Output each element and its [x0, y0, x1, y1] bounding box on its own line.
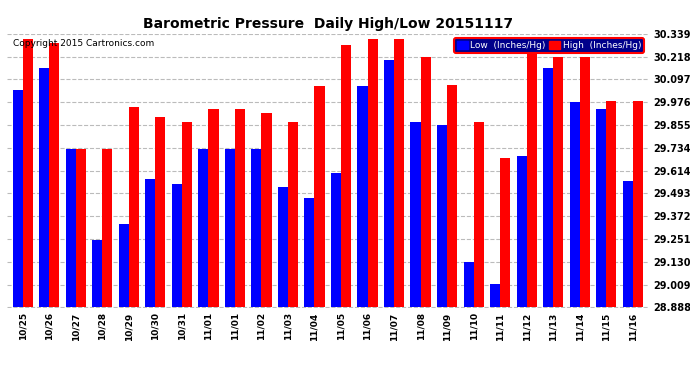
Legend: Low  (Inches/Hg), High  (Inches/Hg): Low (Inches/Hg), High (Inches/Hg)	[454, 38, 644, 53]
Bar	[39, 68, 49, 308]
Bar	[437, 125, 447, 308]
Bar	[208, 109, 219, 307]
Bar	[331, 173, 341, 308]
Bar	[278, 187, 288, 308]
Bar	[262, 113, 272, 308]
Bar	[102, 148, 112, 308]
Bar	[580, 57, 590, 308]
Bar	[622, 181, 633, 308]
Text: Copyright 2015 Cartronics.com: Copyright 2015 Cartronics.com	[13, 39, 155, 48]
Bar	[225, 148, 235, 308]
Bar	[357, 86, 368, 308]
Bar	[421, 57, 431, 308]
Bar	[517, 156, 526, 308]
Bar	[464, 262, 473, 308]
Bar	[384, 60, 394, 308]
Bar	[543, 68, 553, 308]
Bar	[607, 102, 616, 308]
Bar	[526, 51, 537, 308]
Bar	[596, 109, 607, 307]
Bar	[23, 39, 33, 308]
Bar	[633, 102, 643, 308]
Bar	[49, 43, 59, 308]
Bar	[553, 57, 563, 308]
Bar	[368, 39, 377, 308]
Bar	[172, 184, 182, 308]
Bar	[447, 84, 457, 308]
Bar	[182, 122, 192, 308]
Bar	[411, 122, 421, 308]
Bar	[76, 148, 86, 308]
Bar	[198, 148, 208, 308]
Bar	[155, 117, 166, 308]
Bar	[490, 285, 500, 308]
Bar	[235, 109, 245, 307]
Bar	[92, 240, 102, 308]
Bar	[315, 86, 324, 308]
Bar	[500, 158, 510, 308]
Bar	[251, 148, 262, 308]
Title: Barometric Pressure  Daily High/Low 20151117: Barometric Pressure Daily High/Low 20151…	[143, 17, 513, 31]
Bar	[119, 224, 129, 308]
Bar	[473, 122, 484, 308]
Bar	[146, 179, 155, 308]
Bar	[12, 90, 23, 308]
Bar	[288, 122, 298, 308]
Bar	[66, 148, 76, 308]
Bar	[341, 45, 351, 308]
Bar	[569, 102, 580, 308]
Bar	[394, 39, 404, 308]
Bar	[129, 107, 139, 308]
Bar	[304, 198, 315, 308]
